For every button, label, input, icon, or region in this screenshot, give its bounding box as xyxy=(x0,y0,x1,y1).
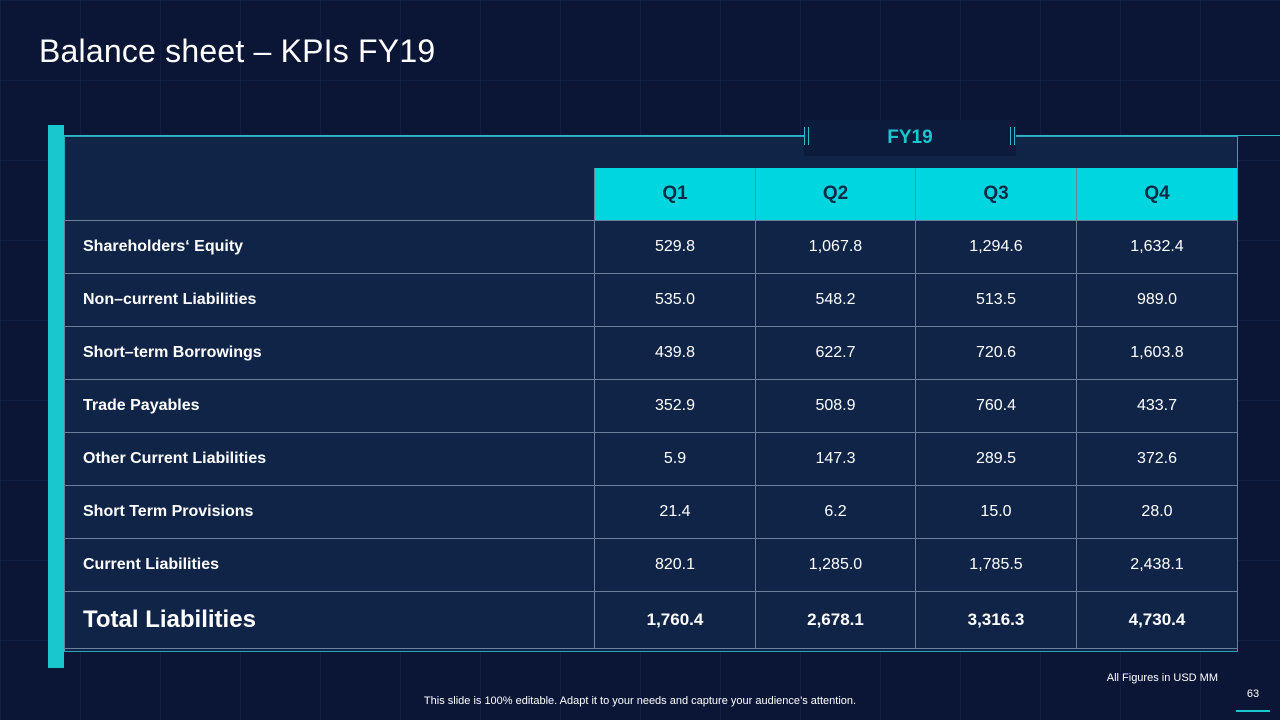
cell-value: 529.8 xyxy=(594,220,756,274)
cell-value: 5.9 xyxy=(594,432,756,486)
cell-value: 2,438.1 xyxy=(1076,538,1238,592)
cell-value: 535.0 xyxy=(594,273,756,327)
total-value: 3,316.3 xyxy=(915,591,1077,649)
period-label: FY19 xyxy=(804,120,1016,156)
cell-value: 147.3 xyxy=(755,432,916,486)
row-label: Trade Payables xyxy=(64,379,595,433)
bracket-right xyxy=(1010,127,1015,145)
total-value: 2,678.1 xyxy=(755,591,916,649)
cell-value: 720.6 xyxy=(915,326,1077,380)
table-row: Short Term Provisions 21.4 6.2 15.0 28.0 xyxy=(64,485,1238,539)
table-row: Short–term Borrowings 439.8 622.7 720.6 … xyxy=(64,326,1238,380)
header-rule-left xyxy=(64,135,804,136)
header-rule-right xyxy=(1016,135,1280,136)
table-row: Other Current Liabilities 5.9 147.3 289.… xyxy=(64,432,1238,486)
cell-value: 352.9 xyxy=(594,379,756,433)
footer-text: This slide is 100% editable. Adapt it to… xyxy=(423,695,857,707)
cell-value: 1,285.0 xyxy=(755,538,916,592)
cell-value: 1,632.4 xyxy=(1076,220,1238,274)
cell-value: 289.5 xyxy=(915,432,1077,486)
cell-value: 1,785.5 xyxy=(915,538,1077,592)
cell-value: 6.2 xyxy=(755,485,916,539)
cell-value: 760.4 xyxy=(915,379,1077,433)
cell-value: 622.7 xyxy=(755,326,916,380)
cell-value: 372.6 xyxy=(1076,432,1238,486)
cell-value: 439.8 xyxy=(594,326,756,380)
table-header-row: Q1 Q2 Q3 Q4 xyxy=(64,168,1238,221)
cell-value: 513.5 xyxy=(915,273,1077,327)
cell-value: 433.7 xyxy=(1076,379,1238,433)
total-value: 4,730.4 xyxy=(1076,591,1238,649)
table-row: Trade Payables 352.9 508.9 760.4 433.7 xyxy=(64,379,1238,433)
cell-value: 508.9 xyxy=(755,379,916,433)
cell-value: 28.0 xyxy=(1076,485,1238,539)
cell-value: 1,294.6 xyxy=(915,220,1077,274)
bracket-left xyxy=(804,127,809,145)
column-header-q4: Q4 xyxy=(1076,168,1238,221)
row-label: Short–term Borrowings xyxy=(64,326,595,380)
kpi-table: Q1 Q2 Q3 Q4 Shareholders‘ Equity 529.8 1… xyxy=(64,168,1238,649)
row-label: Other Current Liabilities xyxy=(64,432,595,486)
column-header-q3: Q3 xyxy=(915,168,1077,221)
column-header-q2: Q2 xyxy=(755,168,916,221)
row-label: Shareholders‘ Equity xyxy=(64,220,595,274)
page-number: 63 xyxy=(1246,688,1260,700)
cell-value: 21.4 xyxy=(594,485,756,539)
header-blank-cell xyxy=(64,168,595,221)
cell-value: 548.2 xyxy=(755,273,916,327)
cell-value: 820.1 xyxy=(594,538,756,592)
total-value: 1,760.4 xyxy=(594,591,756,649)
cell-value: 1,603.8 xyxy=(1076,326,1238,380)
figures-note: All Figures in USD MM xyxy=(1106,672,1218,684)
table-row: Non–current Liabilities 535.0 548.2 513.… xyxy=(64,273,1238,327)
page-number-underline xyxy=(1236,710,1270,712)
cell-value: 1,067.8 xyxy=(755,220,916,274)
total-row: Total Liabilities 1,760.4 2,678.1 3,316.… xyxy=(64,591,1238,649)
row-label: Short Term Provisions xyxy=(64,485,595,539)
slide-title: Balance sheet – KPIs FY19 xyxy=(39,33,436,69)
table-row: Shareholders‘ Equity 529.8 1,067.8 1,294… xyxy=(64,220,1238,274)
accent-bar xyxy=(48,125,64,668)
row-label: Non–current Liabilities xyxy=(64,273,595,327)
cell-value: 15.0 xyxy=(915,485,1077,539)
row-label: Current Liabilities xyxy=(64,538,595,592)
cell-value: 989.0 xyxy=(1076,273,1238,327)
table-row: Current Liabilities 820.1 1,285.0 1,785.… xyxy=(64,538,1238,592)
column-header-q1: Q1 xyxy=(594,168,756,221)
total-label: Total Liabilities xyxy=(64,591,595,649)
